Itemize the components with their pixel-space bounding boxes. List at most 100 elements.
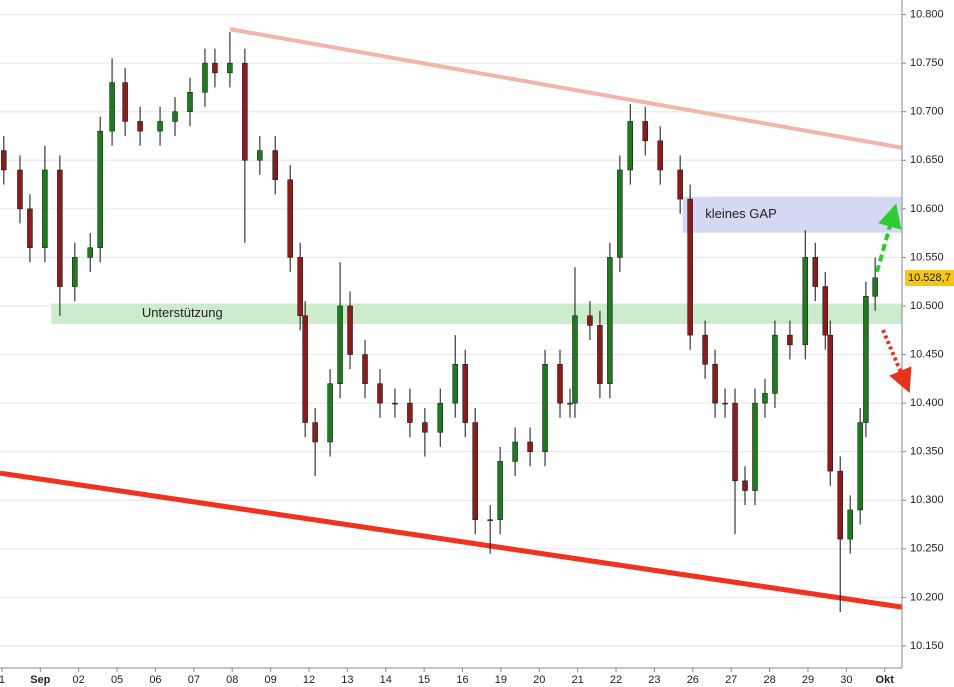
candle-body bbox=[497, 461, 503, 520]
candle-body bbox=[863, 296, 869, 423]
candle-body bbox=[407, 402, 413, 423]
candle-body bbox=[42, 169, 48, 248]
candle-body bbox=[172, 111, 178, 122]
candle-body bbox=[337, 305, 343, 384]
x-tick-label: 28 bbox=[763, 674, 775, 686]
x-tick-label: 12 bbox=[303, 674, 315, 686]
last-price-box bbox=[905, 270, 954, 287]
candle-body bbox=[812, 257, 819, 287]
zone bbox=[682, 196, 903, 233]
x-tick-label: 27 bbox=[725, 674, 737, 686]
candle-body bbox=[597, 325, 603, 384]
candle-body bbox=[567, 402, 573, 405]
zone-label: Unterstützung bbox=[142, 305, 223, 320]
candle-body bbox=[287, 179, 293, 258]
y-tick-label: 10.150 bbox=[910, 640, 944, 652]
y-tick-label: 10.600 bbox=[910, 203, 944, 215]
y-tick-label: 10.300 bbox=[910, 494, 944, 506]
candle-body bbox=[512, 441, 518, 462]
x-tick-label: 15 bbox=[418, 674, 430, 686]
last-price-label: 10.528,7 bbox=[908, 272, 951, 284]
y-tick-label: 10.800 bbox=[910, 8, 944, 20]
x-tick-label: 06 bbox=[149, 674, 161, 686]
candle-body bbox=[362, 354, 368, 384]
x-tick-label: 16 bbox=[456, 674, 468, 686]
x-tick-label: 13 bbox=[341, 674, 353, 686]
y-tick-label: 10.700 bbox=[910, 106, 944, 118]
candle-body bbox=[487, 519, 493, 521]
candle-body bbox=[687, 198, 693, 336]
x-tick-label: 19 bbox=[495, 674, 507, 686]
x-tick-label: 09 bbox=[264, 674, 276, 686]
candle-body bbox=[762, 393, 768, 404]
candle-body bbox=[327, 383, 333, 443]
candle-body bbox=[27, 208, 33, 248]
zone-label: kleines GAP bbox=[705, 206, 777, 221]
candle-body bbox=[472, 422, 478, 520]
candle-body bbox=[312, 422, 318, 443]
x-tick-label: 05 bbox=[111, 674, 123, 686]
candle-body bbox=[437, 402, 444, 433]
candle-body bbox=[657, 140, 663, 171]
candle-body bbox=[712, 364, 718, 404]
x-tick-label: 02 bbox=[73, 674, 85, 686]
candle-body bbox=[627, 121, 633, 171]
x-tick-label: 20 bbox=[533, 674, 545, 686]
candle-body bbox=[642, 121, 648, 142]
candle-body bbox=[392, 402, 398, 405]
candle-body bbox=[702, 334, 708, 365]
candle-body bbox=[109, 82, 115, 132]
candle-body bbox=[827, 334, 833, 472]
x-tick-label: 26 bbox=[687, 674, 699, 686]
up-arrow bbox=[875, 203, 902, 273]
candle-body bbox=[732, 402, 738, 482]
candle-body bbox=[752, 402, 758, 491]
candle-body bbox=[227, 62, 233, 74]
x-tick-label: 14 bbox=[380, 674, 392, 686]
candle-body bbox=[187, 92, 193, 112]
y-tick-label: 10.450 bbox=[910, 348, 944, 360]
trend-line bbox=[229, 27, 903, 150]
candle-body bbox=[787, 334, 793, 346]
candle-body bbox=[297, 257, 303, 316]
x-tick-label: Sep bbox=[30, 674, 50, 686]
candle-body bbox=[857, 422, 863, 511]
candle-body bbox=[72, 257, 78, 287]
candle-body bbox=[617, 169, 623, 258]
candle-body bbox=[257, 150, 263, 161]
candle-body bbox=[302, 315, 308, 423]
candle-body bbox=[57, 169, 63, 287]
candle-body bbox=[462, 364, 468, 423]
x-tick-label: 30 bbox=[840, 674, 852, 686]
candle-body bbox=[202, 62, 208, 93]
trend-line bbox=[0, 470, 903, 610]
y-tick-label: 10.400 bbox=[910, 397, 944, 409]
candle-body bbox=[157, 121, 163, 132]
candle-body bbox=[872, 277, 878, 297]
y-tick-label: 10.550 bbox=[910, 251, 944, 263]
x-tick-label: 08 bbox=[226, 674, 238, 686]
x-tick-label: 1 bbox=[0, 674, 5, 686]
candle-body bbox=[542, 364, 548, 452]
candle-body bbox=[837, 470, 843, 540]
candle-body bbox=[242, 62, 248, 161]
candle-body bbox=[347, 305, 353, 355]
candle-body bbox=[847, 509, 853, 540]
x-tick-label: 29 bbox=[802, 674, 814, 686]
candle-body bbox=[1, 150, 7, 171]
candle-body bbox=[572, 315, 578, 404]
x-tick-label: 22 bbox=[610, 674, 622, 686]
candle-body bbox=[742, 480, 748, 491]
candle-body bbox=[377, 383, 383, 404]
candle-body bbox=[97, 130, 103, 248]
x-tick-label: 23 bbox=[648, 674, 660, 686]
y-tick-label: 10.500 bbox=[910, 300, 944, 312]
y-tick-label: 10.750 bbox=[910, 57, 944, 69]
y-tick-label: 10.200 bbox=[910, 591, 944, 603]
x-tick-label: Okt bbox=[876, 674, 895, 686]
candle-body bbox=[212, 62, 218, 74]
y-tick-label: 10.250 bbox=[910, 543, 944, 555]
candle-body bbox=[772, 334, 778, 394]
candle-body bbox=[137, 121, 143, 132]
